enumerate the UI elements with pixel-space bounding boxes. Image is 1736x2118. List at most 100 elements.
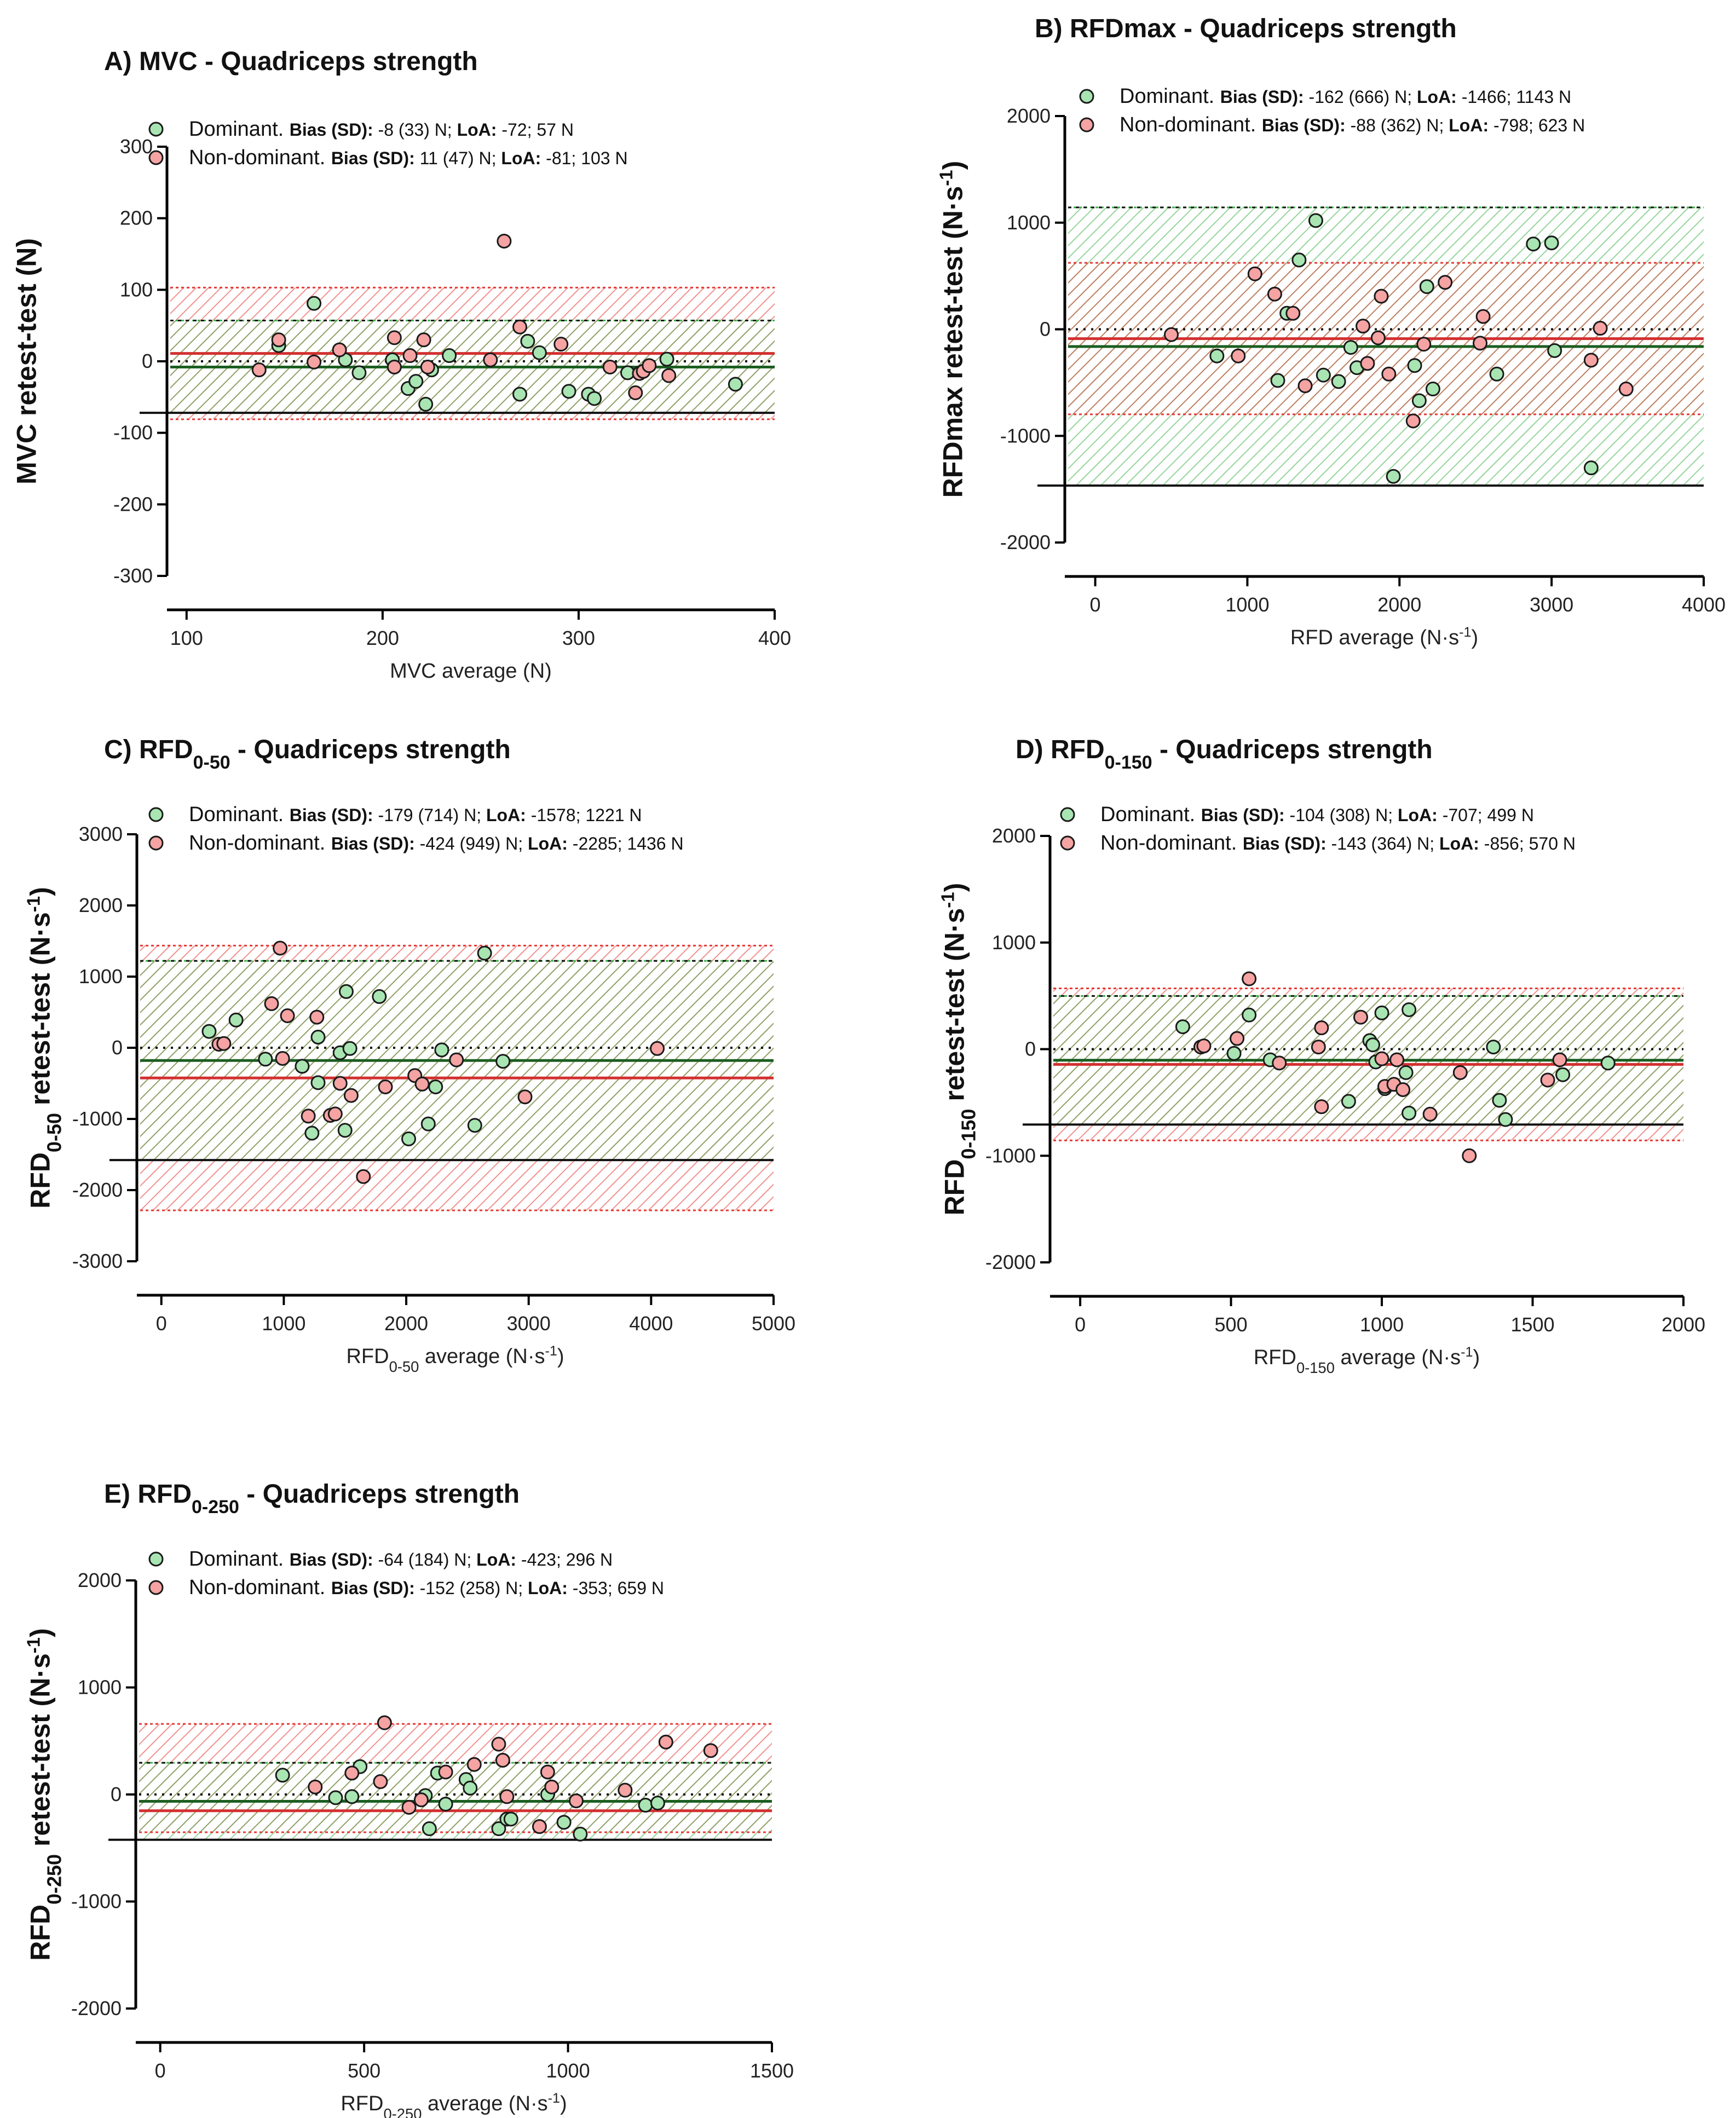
legend-loa-label: LoA: — [476, 1550, 521, 1569]
y-axis-label: RFD0-250 retest-test (N·s-1) — [23, 1628, 65, 1961]
legend-label: Non-dominant. — [189, 832, 331, 855]
x-tick-label: 400 — [758, 627, 791, 649]
y-tick-label: -300 — [113, 564, 153, 587]
point-dominant — [659, 351, 674, 367]
legend-marker-dominant — [148, 1551, 164, 1567]
legend-label: Dominant. — [189, 803, 290, 826]
point-dominant — [1386, 469, 1401, 484]
point-nondominant — [1422, 1106, 1438, 1122]
point-nondominant — [1462, 1148, 1477, 1163]
point-nondominant — [658, 1734, 673, 1750]
legend-loa-label: LoA: — [1398, 805, 1443, 825]
point-nondominant — [327, 1106, 343, 1122]
legend-marker-nondominant — [1079, 117, 1094, 132]
point-nondominant — [1618, 382, 1634, 397]
point-nondominant — [568, 1793, 584, 1809]
y-tick-label: 0 — [112, 1036, 123, 1059]
point-nondominant — [420, 359, 435, 374]
x-tick-label: 4000 — [1682, 593, 1726, 616]
legend-bias-label: Bias (SD): — [1243, 834, 1331, 853]
point-dominant — [1242, 1007, 1257, 1023]
text-part: RFD — [939, 1159, 970, 1216]
point-nondominant — [449, 1052, 464, 1067]
legend-loa-value: -423; 296 N — [521, 1550, 613, 1569]
legend-loa-value: -72; 57 N — [501, 120, 574, 140]
chart-title: E) RFD0-250 - Quadriceps strength — [104, 1480, 520, 1517]
y-tick-label: 0 — [111, 1783, 122, 1805]
text-part: RFDmax retest-test (N·s — [938, 186, 968, 498]
point-dominant — [408, 374, 424, 389]
point-nondominant — [1552, 1052, 1567, 1067]
legend-marker-nondominant — [1060, 835, 1075, 851]
point-nondominant — [602, 359, 618, 374]
point-nondominant — [413, 1792, 429, 1808]
point-nondominant — [491, 1736, 506, 1752]
x-tick-label: 5000 — [752, 1312, 795, 1335]
chart-title: C) RFD0-50 - Quadriceps strength — [104, 735, 511, 773]
legend-loa-value: -353; 659 N — [573, 1578, 664, 1598]
legend-entry-dominant: Dominant. Bias (SD): -179 (714) N; LoA: … — [189, 803, 642, 826]
point-nondominant — [216, 1036, 232, 1051]
point-nondominant — [1272, 1055, 1287, 1071]
point-nondominant — [378, 1080, 393, 1094]
point-nondominant — [1475, 309, 1491, 324]
legend-label: Non-dominant. — [189, 1576, 331, 1599]
legend-bias-label: Bias (SD): — [1262, 116, 1351, 135]
point-nondominant — [332, 1076, 348, 1091]
point-dominant — [1365, 1037, 1381, 1053]
text-part: 0-250 — [43, 1854, 65, 1905]
text-part: ) — [1471, 626, 1478, 649]
point-dominant — [420, 1116, 436, 1132]
panel-a: A) MVC - Quadriceps strength -300 -200 -100… — [11, 47, 792, 683]
text-part: 0-50 — [389, 1358, 419, 1375]
point-dominant — [728, 377, 743, 392]
point-dominant — [638, 1798, 653, 1813]
point-dominant — [1402, 1002, 1417, 1017]
x-tick-label: 500 — [348, 2059, 380, 2082]
title-part: C) RFD — [104, 735, 193, 764]
point-dominant — [1411, 393, 1427, 408]
point-nondominant — [1230, 1031, 1245, 1046]
point-nondominant — [332, 342, 347, 357]
y-tick-label: 1000 — [992, 931, 1036, 954]
text-part: ) — [1473, 1346, 1480, 1369]
point-dominant — [1226, 1046, 1242, 1061]
point-dominant — [351, 365, 367, 380]
text-part: retest-test (N·s — [25, 1653, 56, 1854]
y-tick-label: 0 — [1040, 318, 1051, 341]
point-nondominant — [309, 1009, 325, 1025]
point-nondominant — [1389, 1052, 1405, 1067]
point-dominant — [337, 1123, 353, 1138]
point-dominant — [467, 1118, 482, 1133]
title-part: - Quadriceps strength — [230, 735, 511, 764]
legend-loa-label: LoA: — [1449, 116, 1493, 135]
y-tick-label: 1000 — [78, 1676, 122, 1699]
x-tick-label: 4000 — [629, 1312, 673, 1335]
point-nondominant — [650, 1041, 665, 1056]
point-dominant — [338, 984, 354, 999]
legend-bias-label: Bias (SD): — [331, 148, 420, 168]
title-part: - Quadriceps strength — [239, 1480, 520, 1509]
point-nondominant — [1242, 971, 1257, 986]
legend-bias-value: 11 (47) N; — [420, 148, 501, 168]
point-nondominant — [544, 1779, 560, 1794]
point-nondominant — [1416, 337, 1432, 352]
legend-label: Non-dominant. — [1100, 832, 1243, 855]
point-nondominant — [1395, 1082, 1411, 1098]
title-part: E) RFD — [104, 1480, 192, 1509]
point-nondominant — [308, 1779, 323, 1794]
point-nondominant — [1405, 413, 1421, 429]
text-part: 0-150 — [957, 1109, 979, 1159]
legend-bias-label: Bias (SD): — [331, 834, 420, 853]
legend-bias-label: Bias (SD): — [290, 805, 378, 825]
point-dominant — [573, 1826, 588, 1842]
point-dominant — [258, 1052, 273, 1067]
legend-bias-value: -64 (184) N; — [378, 1550, 477, 1569]
y-tick-label: -3000 — [72, 1250, 123, 1272]
legend-bias-value: -88 (362) N; — [1351, 116, 1449, 135]
point-nondominant — [703, 1743, 718, 1758]
point-nondominant — [512, 319, 528, 334]
legend-entry-dominant: Dominant. Bias (SD): -104 (308) N; LoA: … — [1100, 803, 1534, 826]
point-nondominant — [1267, 286, 1282, 302]
point-nondominant — [1360, 356, 1375, 371]
